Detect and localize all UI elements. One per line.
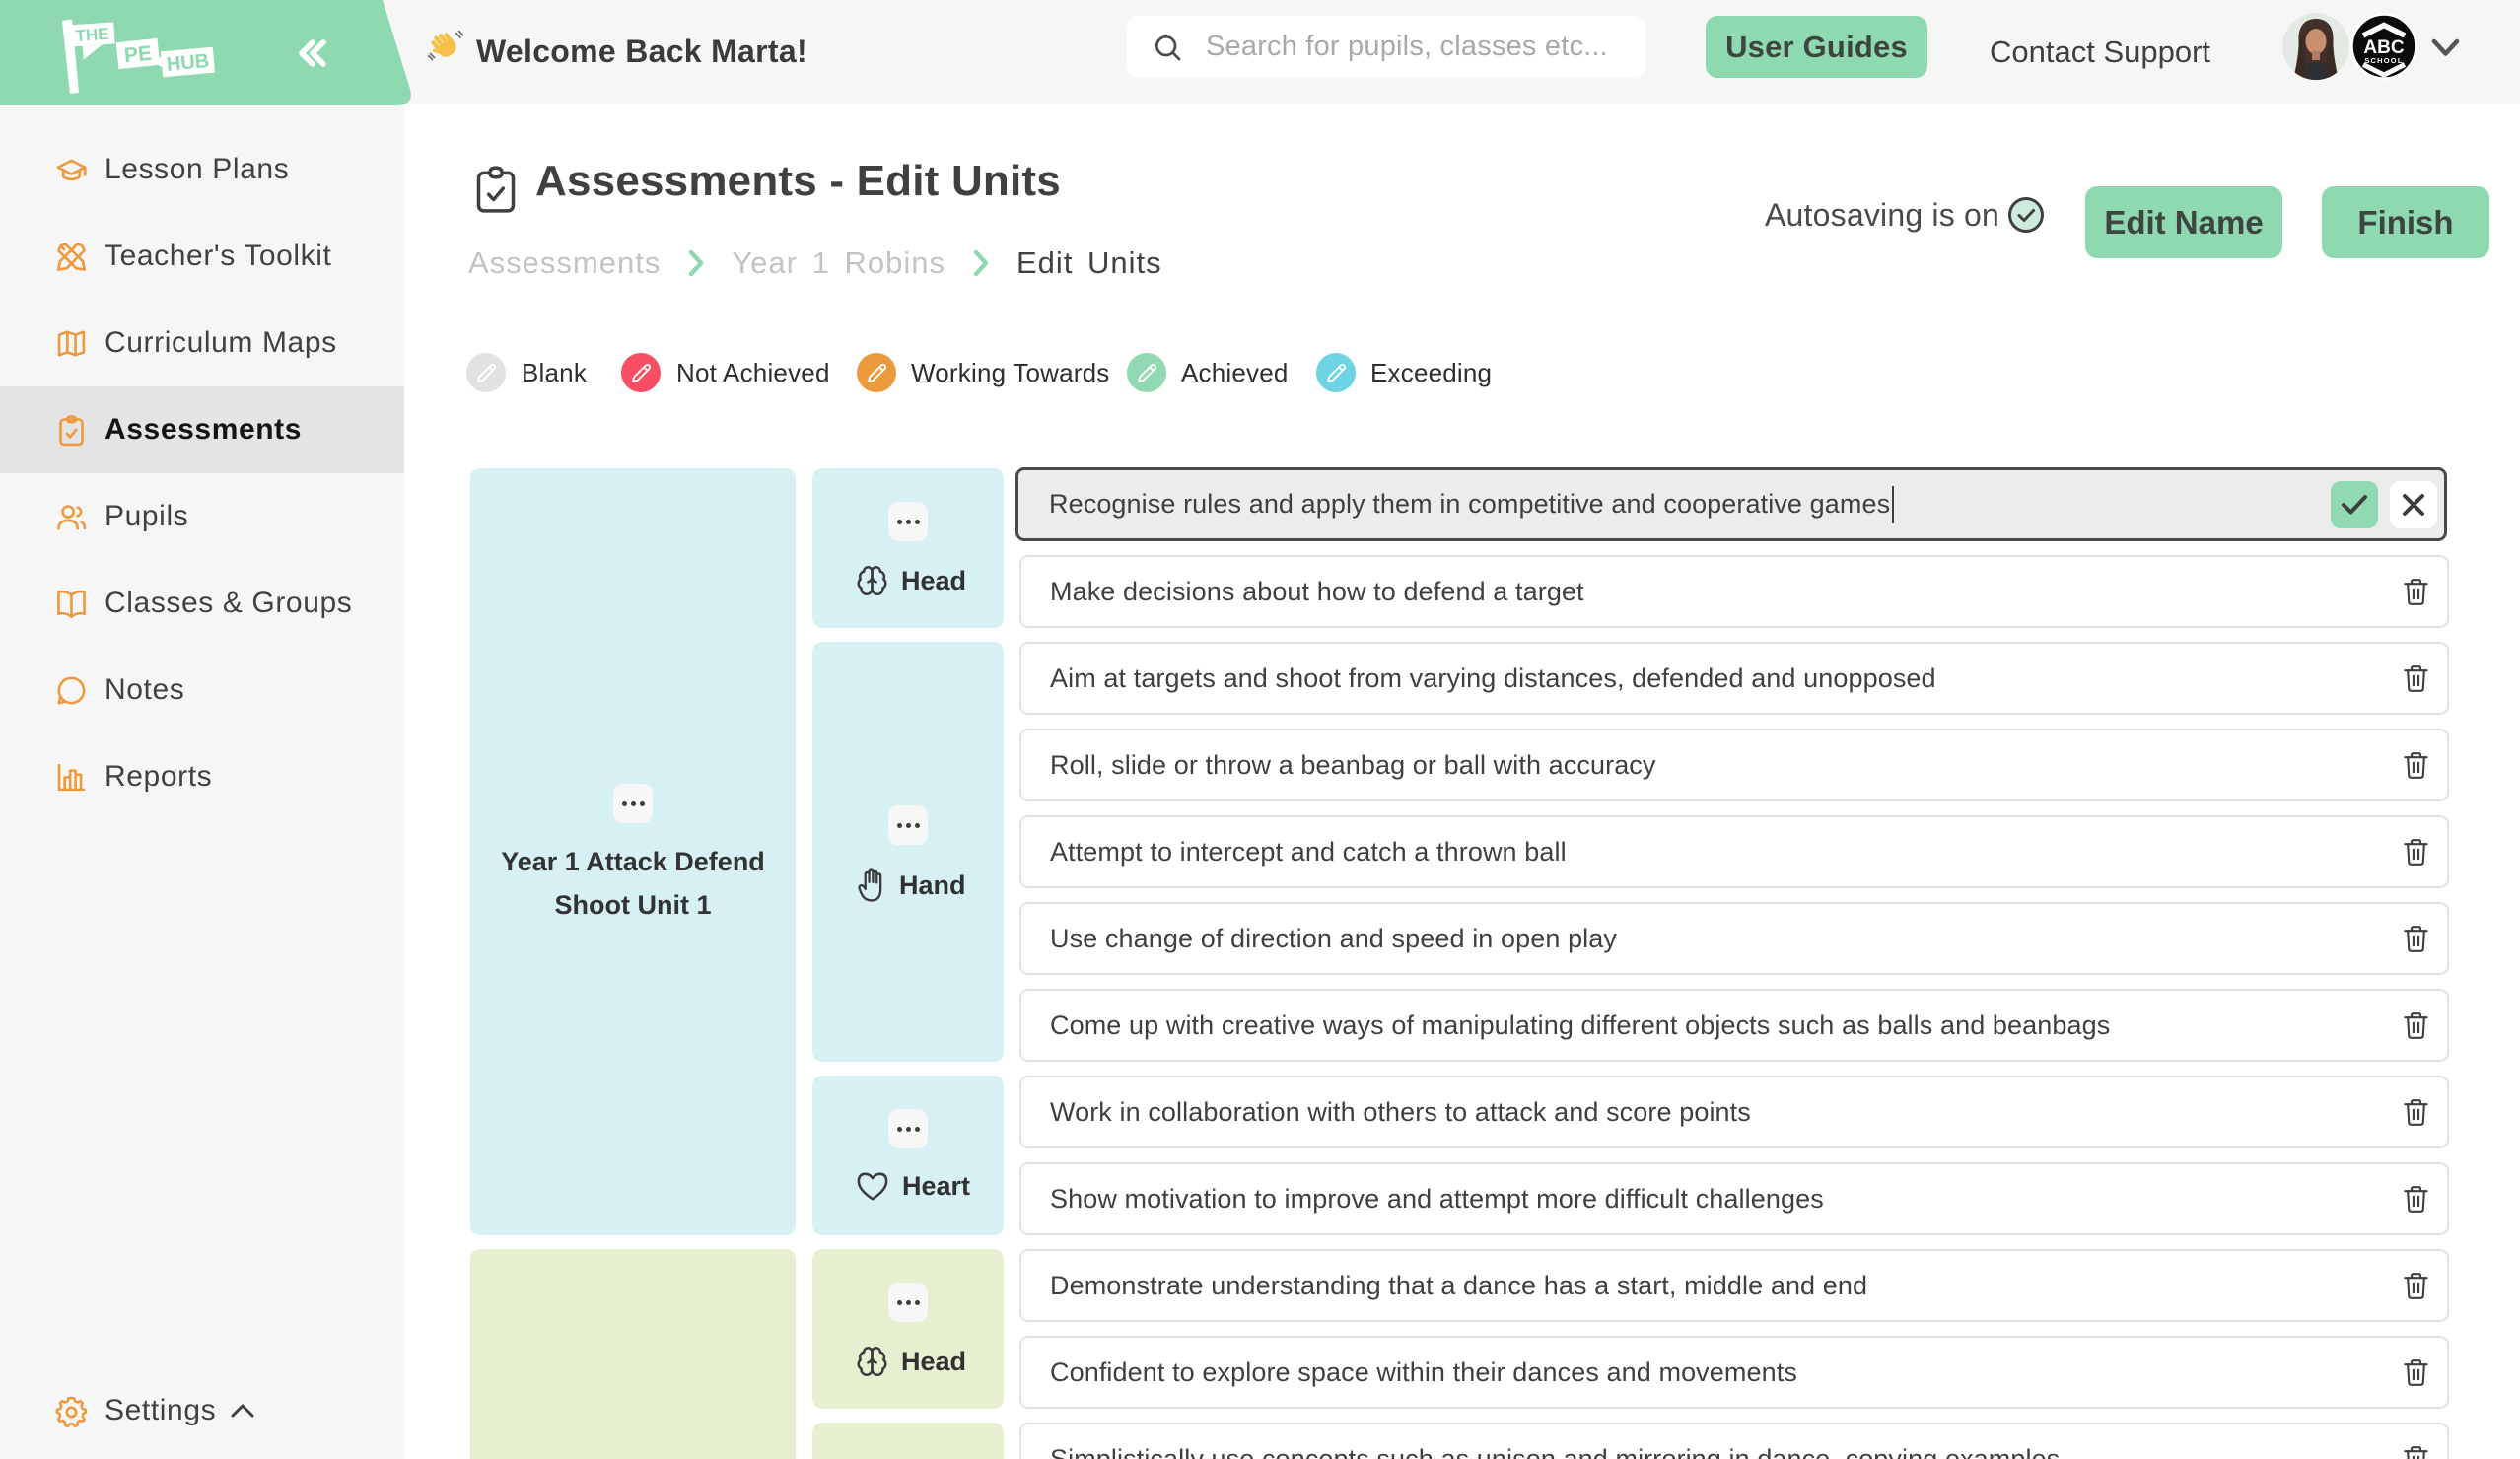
svg-text:HUB: HUB <box>166 50 210 76</box>
svg-text:ABC: ABC <box>2363 37 2404 58</box>
svg-text:SCHOOL: SCHOOL <box>2364 56 2403 65</box>
svg-text:PE: PE <box>123 42 153 68</box>
svg-text:THE: THE <box>75 25 109 45</box>
